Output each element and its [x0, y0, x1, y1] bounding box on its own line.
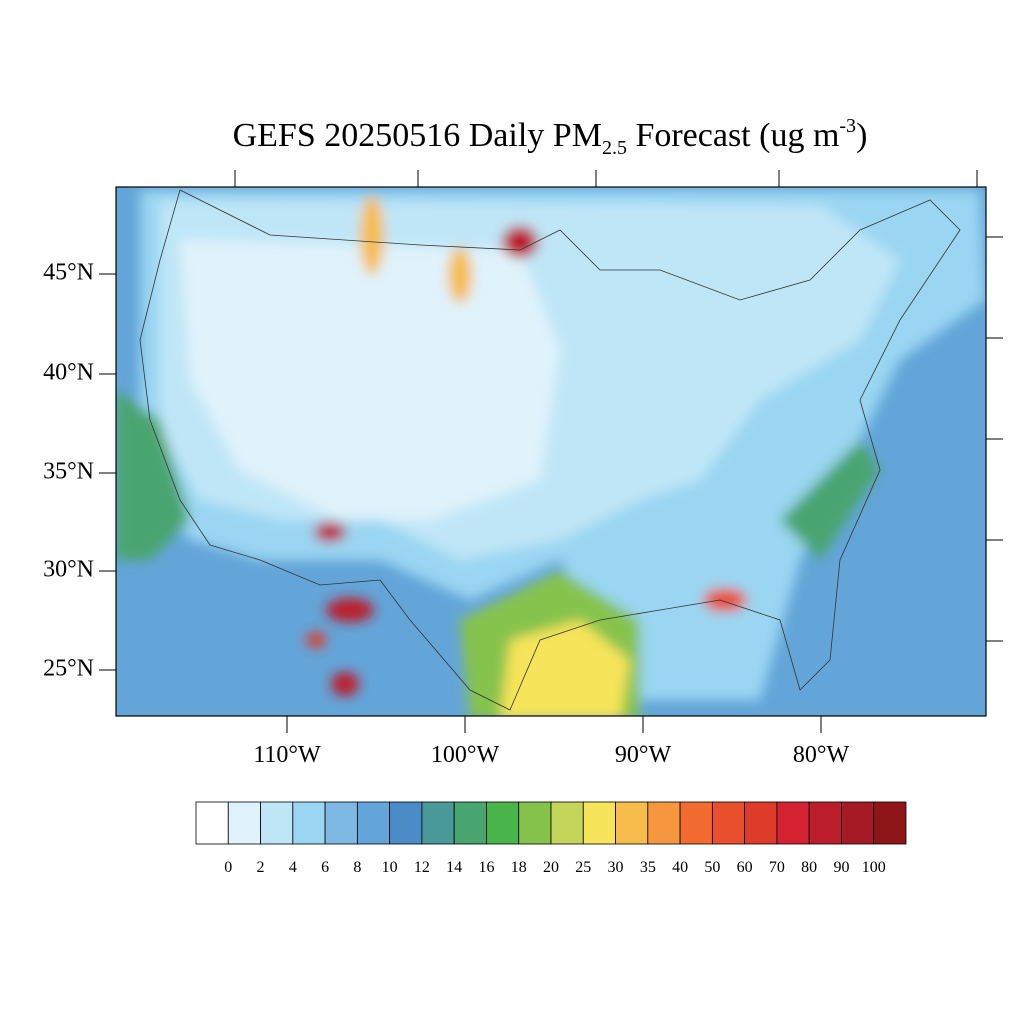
lon-label: 80°W — [793, 742, 850, 768]
colorbar-label: 18 — [511, 859, 527, 876]
colorbar-label: 16 — [478, 859, 494, 876]
colorbar-label: 25 — [575, 859, 591, 876]
colorbar-box — [486, 801, 520, 845]
colorbar-box — [292, 801, 326, 845]
title-main: GEFS 20250516 Daily PM — [233, 117, 602, 154]
title-close: ) — [856, 117, 867, 154]
title-rest: Forecast (ug m — [627, 117, 839, 154]
colorbar-label: 4 — [289, 859, 297, 876]
lat-label: 45°N — [43, 260, 94, 286]
colorbar-label: 8 — [353, 859, 361, 876]
map-frame — [115, 186, 987, 717]
colorbar-box — [841, 801, 875, 845]
colorbar-box — [550, 801, 584, 845]
colorbar-label: 30 — [608, 859, 624, 876]
colorbar-box — [615, 801, 649, 845]
title: GEFS 20250516 Daily PM2.5 Forecast (ug m… — [233, 115, 868, 159]
colorbar-box — [195, 801, 229, 845]
title-superscript: -3 — [839, 115, 856, 137]
colorbar-box — [260, 801, 294, 845]
colorbar-label: 6 — [321, 859, 329, 876]
colorbar-label: 50 — [704, 859, 720, 876]
colorbar-label: 2 — [257, 859, 265, 876]
colorbar-label: 70 — [769, 859, 785, 876]
colorbar-box — [744, 801, 778, 845]
colorbar-box — [582, 801, 616, 845]
frame-ticks — [99, 170, 1003, 733]
colorbar-label: 10 — [382, 859, 398, 876]
lat-label: 25°N — [43, 656, 94, 682]
colorbar-box — [227, 801, 261, 845]
title-subscript: 2.5 — [602, 137, 627, 159]
colorbar-box — [389, 801, 423, 845]
colorbar-label: 35 — [640, 859, 656, 876]
colorbar-label: 80 — [801, 859, 817, 876]
colorbar-box — [421, 801, 455, 845]
colorbar-label: 20 — [543, 859, 559, 876]
colorbar-label: 12 — [414, 859, 430, 876]
lat-label: 40°N — [43, 360, 94, 386]
lon-label: 100°W — [431, 742, 500, 768]
colorbar-label: 40 — [672, 859, 688, 876]
colorbar: 0 2 4 6 8 10 12 14 16 18 20 25 30 35 40 50 60 70 80 90 100 — [195, 801, 907, 876]
colorbar-label: 0 — [224, 859, 232, 876]
colorbar-label: 100 — [862, 859, 886, 876]
colorbar-label: 60 — [737, 859, 753, 876]
colorbar-label: 90 — [833, 859, 849, 876]
colorbar-box — [679, 801, 713, 845]
colorbar-box — [776, 801, 810, 845]
colorbar-box — [873, 801, 907, 845]
colorbar-box — [453, 801, 487, 845]
colorbar-box — [711, 801, 746, 845]
colorbar-box — [647, 801, 681, 845]
lat-label: 35°N — [43, 459, 94, 485]
colorbar-box — [324, 801, 358, 845]
map-field — [116, 187, 986, 716]
axis-labels: 45°N 40°N 35°N 30°N 25°N 110°W 100°W 90°W 80°W — [43, 260, 849, 769]
lat-label: 30°N — [43, 557, 94, 583]
colorbar-box — [356, 801, 391, 845]
lon-label: 110°W — [253, 742, 321, 768]
lon-label: 90°W — [615, 742, 672, 768]
colorbar-label: 14 — [446, 859, 462, 876]
colorbar-box — [808, 801, 842, 845]
colorbar-box — [518, 801, 552, 845]
